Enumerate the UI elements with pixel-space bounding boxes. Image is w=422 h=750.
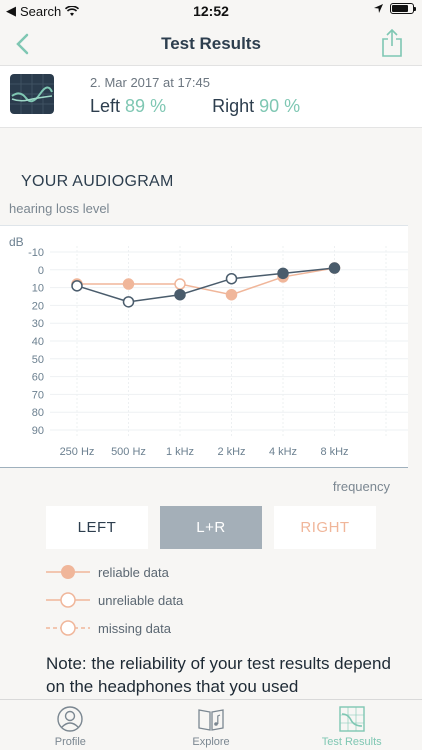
legend-reliable: reliable data xyxy=(46,562,169,582)
tab-profile-label: Profile xyxy=(54,736,86,748)
audiogram-chart: -10 0 10 20 30 40 50 60 70 80 90 dB 250 Hz 500 Hz 1 kH… xyxy=(0,225,408,468)
page-title: Test Results xyxy=(161,33,261,53)
right-ear-score: 90 % xyxy=(259,96,301,116)
reliability-note: Note: the reliability of your test resul… xyxy=(46,654,391,696)
legend-unreliable: unreliable data xyxy=(46,590,183,610)
legend-reliable-label: reliable data xyxy=(98,564,169,580)
legend-unreliable-label: unreliable data xyxy=(98,592,184,608)
profile-icon xyxy=(57,706,84,732)
series-line-left xyxy=(76,267,335,303)
battery-icon xyxy=(390,3,416,14)
tab-test-results-label: Test Results xyxy=(321,736,382,748)
y-tick-label: -10 xyxy=(28,247,44,259)
result-summary-card[interactable]: 2. Mar 2017 at 17:45 Left 89 % Right 90 … xyxy=(0,66,422,128)
tab-profile[interactable]: Profile xyxy=(0,700,141,750)
tab-test-results[interactable]: Test Results xyxy=(281,700,422,750)
chevron-left-icon xyxy=(16,33,29,55)
left-ear-label: Left xyxy=(90,96,121,116)
frequency-axis-label: frequency xyxy=(332,479,390,494)
back-to-search-indicator[interactable]: ◀ xyxy=(6,3,16,18)
nav-bar: Test Results xyxy=(0,22,422,66)
y-tick-label: 80 xyxy=(32,407,44,419)
audiogram-thumbnail-icon xyxy=(10,74,54,114)
legend-missing-label: missing data xyxy=(98,620,171,636)
x-tick-label: 8 kHz xyxy=(320,446,348,458)
missing-data-marker-icon xyxy=(46,620,90,636)
test-date: 2. Mar 2017 at 17:45 xyxy=(90,75,210,90)
share-button[interactable] xyxy=(380,28,404,58)
data-point-right xyxy=(174,278,186,290)
status-right xyxy=(373,3,416,14)
x-tick-label: 2 kHz xyxy=(217,446,245,458)
left-ear-segment[interactable]: LEFT xyxy=(46,506,148,549)
tab-explore-label: Explore xyxy=(192,736,230,748)
audiogram-subtitle: hearing loss level xyxy=(9,201,110,216)
data-point-left xyxy=(122,296,135,308)
right-ear-label: Right xyxy=(212,96,255,116)
data-point-left xyxy=(174,288,186,301)
y-tick-label: 0 xyxy=(38,265,44,277)
status-carrier[interactable]: Search xyxy=(20,3,62,19)
y-tick-label: 40 xyxy=(32,336,44,348)
audiogram-chart-svg: -10 0 10 20 30 40 50 60 70 80 90 dB 250 Hz 500 Hz 1 kH… xyxy=(9,235,408,458)
series-line-right xyxy=(77,267,335,296)
tab-bar: Profile Explore Test Results xyxy=(0,699,422,750)
wifi-icon xyxy=(65,5,80,16)
y-tick-label: 70 xyxy=(32,389,44,401)
legend-missing: missing data xyxy=(46,618,171,638)
unreliable-data-marker-icon xyxy=(46,592,90,608)
hearing-score-row: Left 89 % Right 90 % xyxy=(90,96,300,117)
y-tick-label: 30 xyxy=(32,318,44,330)
data-point-left xyxy=(71,280,83,292)
data-point-left xyxy=(328,262,341,274)
data-point-right xyxy=(225,288,238,301)
right-ear-segment[interactable]: RIGHT xyxy=(274,506,376,549)
status-time: 12:52 xyxy=(193,3,229,19)
x-tick-label: 4 kHz xyxy=(269,446,297,458)
data-point-left xyxy=(277,267,289,280)
back-button[interactable] xyxy=(10,30,34,58)
share-icon xyxy=(382,28,402,57)
x-tick-label: 500 Hz xyxy=(111,446,146,458)
status-bar: ◀ Search 12:52 xyxy=(0,0,422,22)
reliable-data-marker-icon xyxy=(46,565,90,579)
both-ears-segment[interactable]: L+R xyxy=(160,506,262,549)
data-point-right xyxy=(122,278,135,290)
location-arrow-icon xyxy=(374,4,383,13)
y-tick-label: 50 xyxy=(32,354,44,366)
data-point-left xyxy=(225,272,238,285)
status-left: ◀ Search xyxy=(6,3,80,19)
x-tick-label: 250 Hz xyxy=(60,446,95,458)
y-tick-label: 20 xyxy=(32,300,44,312)
y-tick-label: 60 xyxy=(32,372,44,384)
left-ear-score: 89 % xyxy=(125,96,167,116)
book-music-icon xyxy=(198,709,224,731)
audiogram-title: YOUR AUDIOGRAM xyxy=(21,173,174,190)
y-tick-label: 10 xyxy=(32,283,44,295)
tab-explore[interactable]: Explore xyxy=(141,700,282,750)
y-axis-label: dB xyxy=(9,235,24,249)
x-tick-label: 1 kHz xyxy=(166,446,194,458)
y-tick-label: 90 xyxy=(32,425,44,437)
chart-tab-icon xyxy=(338,706,365,732)
